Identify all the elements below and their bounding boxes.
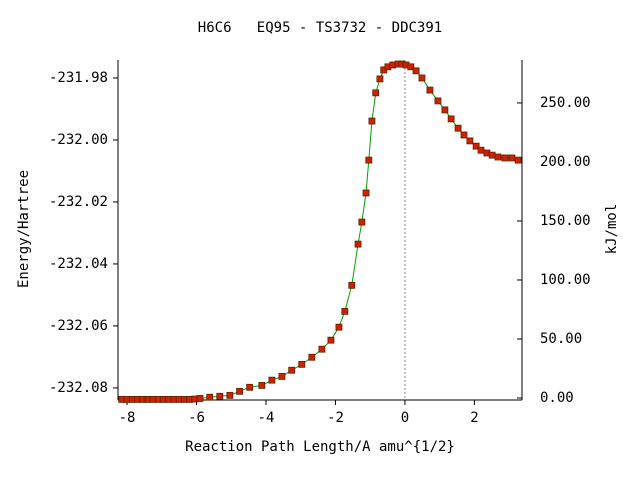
data-point [460, 131, 468, 139]
data-point [418, 74, 426, 82]
data-point [365, 156, 373, 164]
data-point [514, 156, 522, 164]
y-tick-label: -232.02 [49, 194, 108, 210]
chart-title: H6C6 EQ95 - TS3732 - DDC391 [198, 20, 442, 36]
data-point [466, 137, 474, 145]
x-axis-label: Reaction Path Length/A amu^{1/2} [185, 439, 455, 455]
y2-tick-label: 150.00 [540, 213, 591, 229]
data-point [288, 366, 296, 374]
y-tick-label: -232.08 [49, 380, 108, 396]
x-tick-label: -6 [188, 410, 205, 426]
x-tick-label: -2 [327, 410, 344, 426]
y2-tick-label: 0.00 [540, 390, 574, 406]
x-tick-label: -4 [258, 410, 275, 426]
data-point [236, 387, 243, 395]
data-point [454, 124, 462, 132]
data-point [308, 353, 316, 361]
data-point [278, 373, 286, 380]
y2-tick-label: 250.00 [540, 95, 591, 111]
y2-tick-label: 200.00 [540, 154, 591, 170]
y2-tick-label: 50.00 [540, 331, 582, 347]
data-point [354, 240, 362, 248]
data-point [494, 153, 502, 161]
data-point [434, 97, 442, 105]
data-point [268, 376, 276, 384]
data-point [358, 218, 366, 226]
data-point [407, 63, 415, 71]
y-tick-label: -231.98 [49, 70, 108, 86]
data-point [327, 336, 335, 344]
data-point [501, 154, 509, 162]
x-tick-label: 2 [470, 410, 478, 426]
data-point [335, 323, 343, 331]
data-point [477, 146, 485, 154]
data-point [447, 115, 455, 123]
data-point [206, 393, 214, 401]
data-point [246, 383, 254, 391]
data-point [362, 189, 370, 197]
y-tick-label: -232.04 [49, 256, 108, 272]
data-point [472, 142, 480, 150]
data-point [226, 391, 234, 399]
y-tick-label: -232.00 [49, 132, 108, 148]
y-tick-label: -232.06 [49, 318, 108, 334]
data-point [508, 154, 516, 162]
data-point [298, 360, 306, 368]
data-point [258, 382, 266, 389]
x-tick-label: -8 [119, 410, 136, 426]
data-point [368, 117, 376, 125]
data-point [441, 106, 449, 114]
y2-axis-label: kJ/mol [604, 204, 620, 255]
data-point [318, 345, 326, 353]
data-point [488, 151, 496, 159]
data-point [341, 307, 349, 315]
data-point [376, 75, 384, 83]
data-point [372, 89, 380, 97]
y2-tick-label: 100.00 [540, 272, 591, 288]
data-point [426, 86, 434, 94]
data-point [348, 281, 356, 289]
data-point [216, 392, 224, 400]
data-point [412, 67, 420, 75]
y-axis-label: Energy/Hartree [16, 170, 32, 288]
data-point [196, 395, 204, 402]
x-tick-label: 0 [401, 410, 409, 426]
